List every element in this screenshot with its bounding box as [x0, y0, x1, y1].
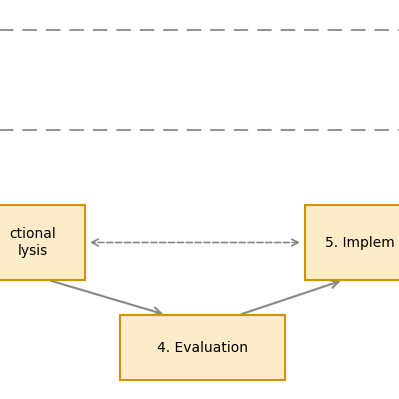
- FancyBboxPatch shape: [120, 315, 285, 380]
- Text: 4. Evaluation: 4. Evaluation: [157, 340, 248, 354]
- FancyBboxPatch shape: [305, 205, 399, 280]
- Text: 5. Implem: 5. Implem: [325, 235, 395, 249]
- FancyBboxPatch shape: [0, 205, 85, 280]
- Text: ctional
lysis: ctional lysis: [9, 227, 56, 258]
